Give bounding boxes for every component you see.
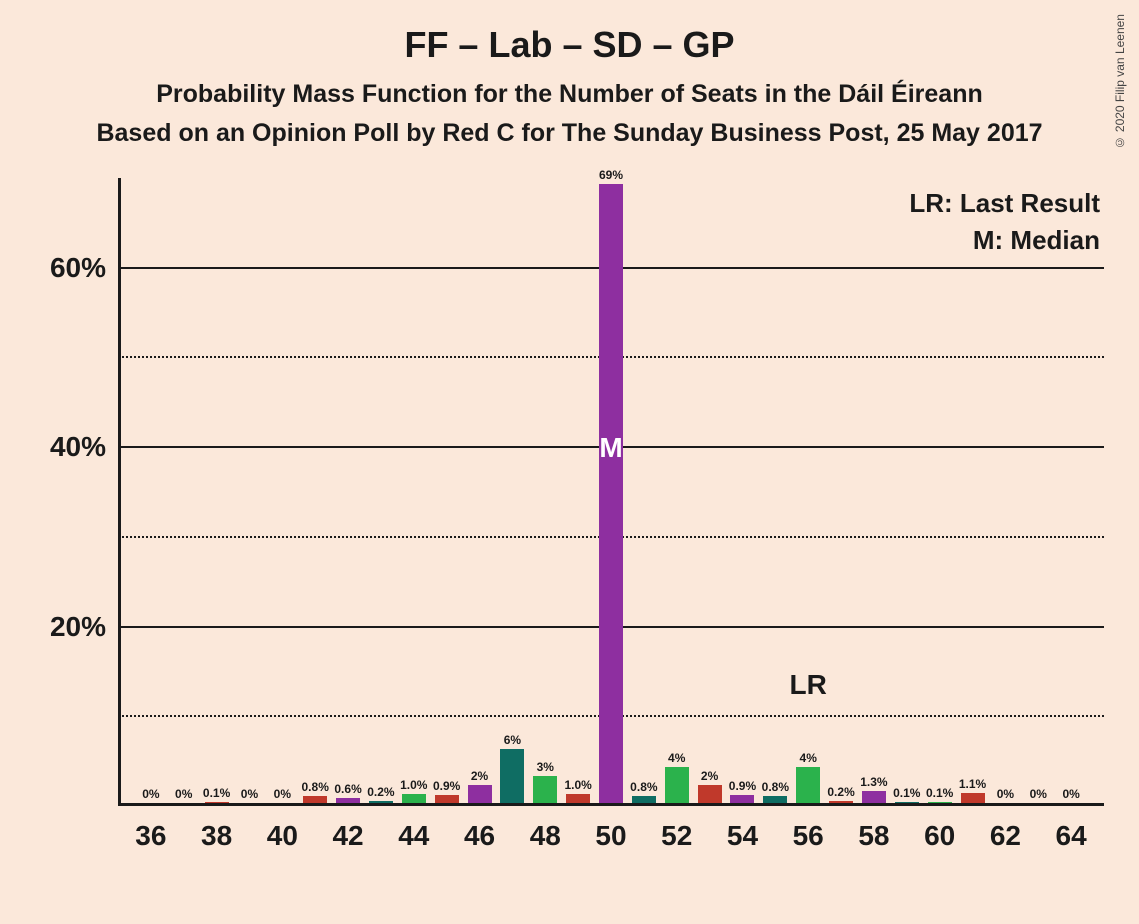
bar: 0.8% (763, 796, 787, 803)
bar: 0.6% (336, 798, 360, 803)
bar-value-label: 4% (668, 751, 685, 765)
bar-value-label: 1.3% (860, 775, 887, 789)
bar-value-label: 69% (599, 168, 623, 182)
bar-value-label: 1.0% (564, 778, 591, 792)
bar: 1.3% (862, 791, 886, 803)
x-tick-label: 62 (990, 820, 1021, 852)
bar-value-label: 0% (997, 787, 1014, 801)
x-tick-label: 52 (661, 820, 692, 852)
x-tick-label: 58 (858, 820, 889, 852)
bar: 0.1% (928, 802, 952, 803)
bar-value-label: 0.1% (926, 786, 953, 800)
bar-value-label: 0.6% (334, 782, 361, 796)
bar: 0.2% (829, 801, 853, 803)
y-axis (118, 178, 121, 806)
chart-container: FF – Lab – SD – GP Probability Mass Func… (0, 0, 1139, 924)
copyright-label: © 2020 Filip van Leenen (1113, 14, 1127, 149)
x-tick-label: 42 (332, 820, 363, 852)
bar: 0.2% (369, 801, 393, 803)
x-tick-label: 48 (530, 820, 561, 852)
chart-subtitle: Probability Mass Function for the Number… (0, 80, 1139, 109)
chart-source: Based on an Opinion Poll by Red C for Th… (0, 119, 1139, 148)
bar-value-label: 0% (1030, 787, 1047, 801)
x-tick-label: 36 (135, 820, 166, 852)
x-tick-label: 40 (267, 820, 298, 852)
bar-value-label: 6% (504, 733, 521, 747)
x-tick-label: 54 (727, 820, 758, 852)
plot-area: LR: Last Result M: Median 20%40%60%36384… (118, 178, 1104, 806)
bar: 0.8% (632, 796, 656, 803)
y-tick-label: 20% (50, 611, 106, 643)
bar: 0.9% (435, 795, 459, 803)
bar-value-label: 0.1% (893, 786, 920, 800)
bar-value-label: 0.1% (203, 786, 230, 800)
median-marker: M (599, 432, 622, 464)
x-tick-label: 60 (924, 820, 955, 852)
bar-value-label: 0% (142, 787, 159, 801)
x-tick-label: 38 (201, 820, 232, 852)
x-tick-label: 50 (595, 820, 626, 852)
bar: 1.0% (566, 794, 590, 803)
last-result-marker: LR (790, 669, 827, 701)
bar-value-label: 0.2% (367, 785, 394, 799)
bar-value-label: 0.9% (433, 779, 460, 793)
legend-lr: LR: Last Result (909, 188, 1100, 219)
bar-value-label: 3% (537, 760, 554, 774)
bar-value-label: 0% (241, 787, 258, 801)
bar: 69%M (599, 184, 623, 803)
legend-m: M: Median (909, 225, 1100, 256)
x-axis (118, 803, 1104, 806)
x-tick-label: 64 (1056, 820, 1087, 852)
bar-value-label: 0% (1062, 787, 1079, 801)
y-tick-label: 40% (50, 431, 106, 463)
x-tick-label: 44 (398, 820, 429, 852)
legend: LR: Last Result M: Median (909, 188, 1100, 262)
chart-title: FF – Lab – SD – GP (0, 24, 1139, 66)
bar: 4% (796, 767, 820, 803)
bar: 0.1% (205, 802, 229, 803)
bar: 1.1% (961, 793, 985, 803)
bar-value-label: 0.8% (762, 780, 789, 794)
bar: 0.8% (303, 796, 327, 803)
bar: 1.0% (402, 794, 426, 803)
bar-value-label: 1.0% (400, 778, 427, 792)
x-tick-label: 46 (464, 820, 495, 852)
bar: 2% (698, 785, 722, 803)
bar-value-label: 0% (175, 787, 192, 801)
bar: 2% (468, 785, 492, 803)
bar-value-label: 2% (701, 769, 718, 783)
bar-value-label: 0% (274, 787, 291, 801)
bar-value-label: 0.2% (827, 785, 854, 799)
x-tick-label: 56 (793, 820, 824, 852)
bar: 4% (665, 767, 689, 803)
bar: 6% (500, 749, 524, 803)
bar-value-label: 0.9% (729, 779, 756, 793)
bar: 0.1% (895, 802, 919, 803)
bar: 0.9% (730, 795, 754, 803)
bar-value-label: 0.8% (630, 780, 657, 794)
bar-value-label: 4% (800, 751, 817, 765)
bar-value-label: 2% (471, 769, 488, 783)
bar-value-label: 0.8% (302, 780, 329, 794)
y-tick-label: 60% (50, 252, 106, 284)
bar: 3% (533, 776, 557, 803)
bar-value-label: 1.1% (959, 777, 986, 791)
